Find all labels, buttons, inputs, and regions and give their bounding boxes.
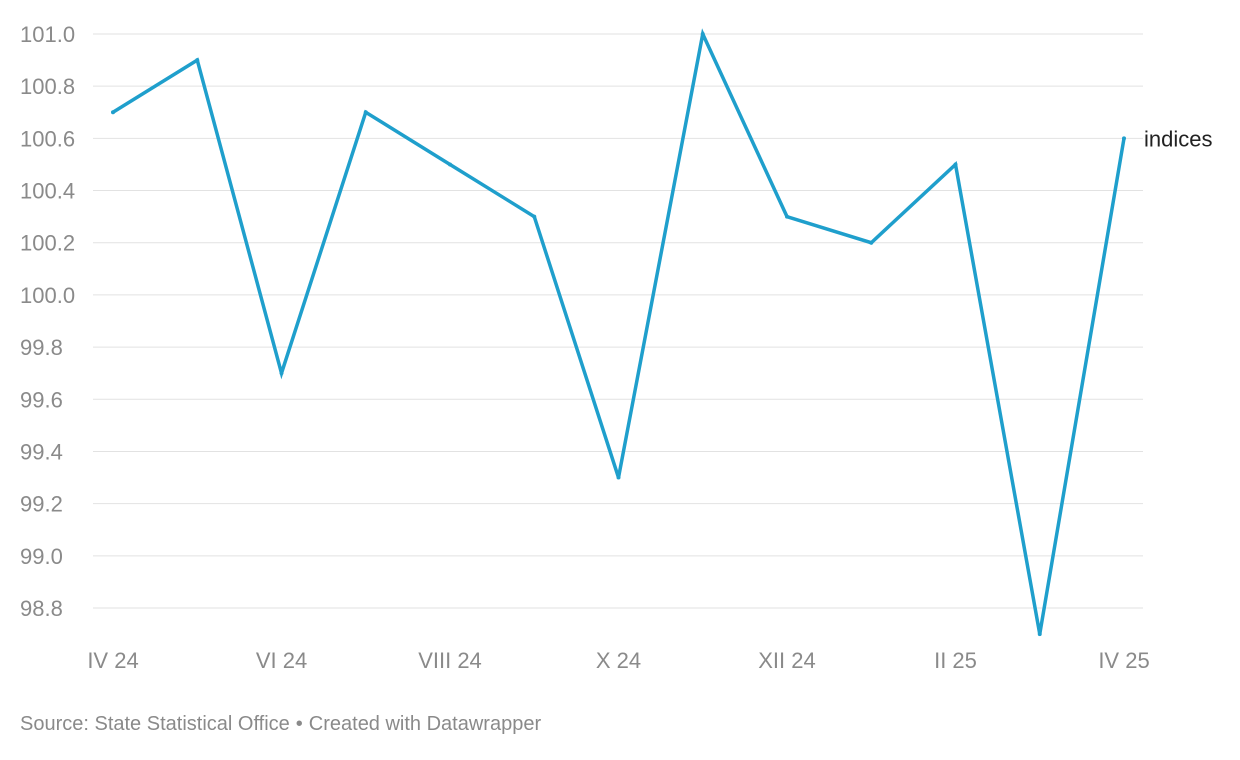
x-tick-label: XII 24: [758, 648, 815, 673]
y-tick-label: 99.8: [20, 335, 63, 360]
data-point: [616, 475, 621, 480]
series-layer: indices: [111, 28, 1212, 637]
credit-note: Created with Datawrapper: [308, 713, 542, 735]
source-note: Source: State Statistical Office: [20, 713, 290, 735]
x-tick-label: VIII 24: [418, 648, 482, 673]
x-axis: IV 24 VI 24 VIII 24 X 24 XII 24 II 25 IV 25: [87, 648, 1149, 673]
y-tick-label: 99.0: [20, 544, 63, 569]
data-point: [448, 162, 452, 167]
y-tick-label: 99.6: [20, 387, 63, 412]
x-tick-label: X 24: [596, 648, 641, 673]
y-tick-label: 100.0: [20, 283, 75, 308]
chart-footer: Source: State Statistical Office • Created…: [20, 713, 541, 736]
y-tick-label: 101.0: [20, 22, 75, 47]
y-tick-label: 100.8: [20, 74, 75, 99]
y-tick-label: 99.2: [20, 492, 63, 517]
data-point: [1122, 136, 1126, 141]
data-point: [953, 162, 958, 167]
x-tick-label: II 25: [934, 648, 977, 673]
data-point: [195, 58, 200, 63]
y-tick-label: 98.8: [20, 596, 63, 621]
data-point: [869, 240, 874, 245]
x-tick-label: IV 25: [1098, 648, 1149, 673]
data-point: [700, 32, 705, 36]
y-axis: 101.0 100.8 100.6 100.4 100.2 100.0 99.8 99.6 99…: [20, 22, 75, 621]
footer-separator: •: [295, 713, 303, 735]
data-point: [279, 371, 284, 376]
data-point: [111, 110, 115, 115]
line-chart: 101.0 100.8 100.6 100.4 100.2 100.0 99.8 99.6 99…: [20, 22, 1212, 673]
y-tick-label: 100.4: [20, 179, 75, 204]
series-label: indices: [1144, 126, 1212, 151]
y-tick-label: 100.2: [20, 231, 75, 256]
data-point: [363, 110, 368, 115]
data-point: [532, 214, 537, 219]
data-point: [785, 214, 789, 219]
y-tick-label: 99.4: [20, 439, 63, 464]
x-tick-label: VI 24: [256, 648, 307, 673]
x-tick-label: IV 24: [87, 648, 138, 673]
grid-layer: [93, 33, 1143, 609]
data-point: [1037, 632, 1042, 637]
series-line: [111, 28, 1126, 635]
y-tick-label: 100.6: [20, 126, 75, 151]
